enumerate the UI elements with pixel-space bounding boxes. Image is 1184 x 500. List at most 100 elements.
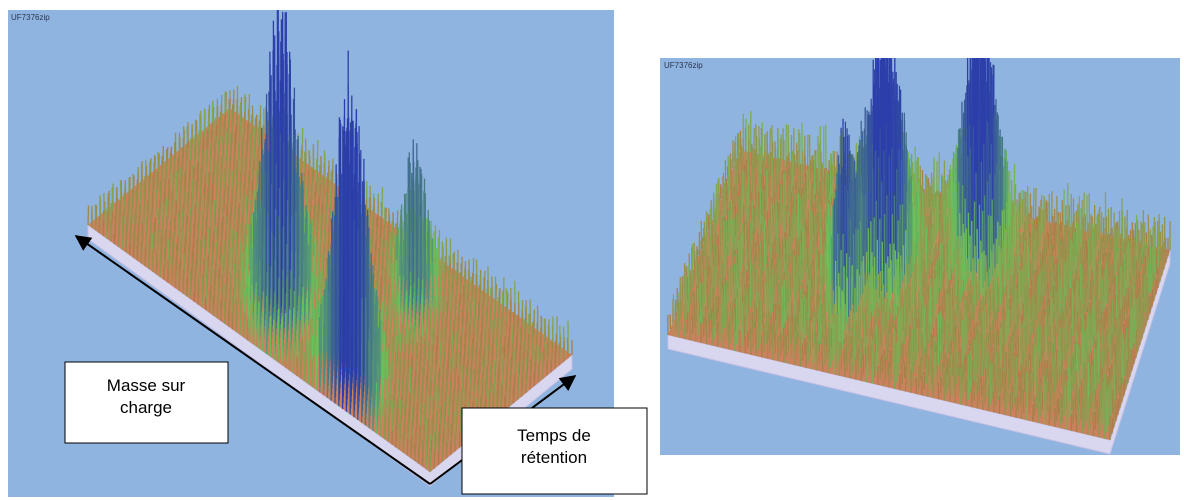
spike [1076,311,1079,338]
spike [989,325,992,351]
spike [702,259,705,290]
spike [769,233,772,272]
spike [989,215,992,283]
spike [1147,293,1150,320]
spike [776,211,778,254]
spike [1028,212,1030,238]
spike [512,319,515,339]
spike [913,206,916,265]
spike [1112,231,1115,265]
spike [971,286,974,320]
spike [713,192,715,232]
spike [802,258,805,294]
spike [1050,334,1052,365]
spike [1126,247,1129,295]
spike [910,278,913,326]
spike [954,275,956,302]
spike [308,151,311,179]
spike [1051,290,1054,325]
spike [476,383,479,410]
spike [1030,297,1033,320]
spike [957,289,960,323]
spike [1114,305,1116,333]
spike [1013,202,1016,248]
spike [727,219,729,242]
spike [749,175,751,200]
spike [719,211,722,247]
spike [974,59,976,259]
spike [778,215,781,247]
spike [398,422,401,451]
spike [991,199,994,277]
spike [1157,226,1160,268]
spike [1034,187,1037,219]
spike [1148,244,1151,280]
spike [985,255,987,296]
spike [787,189,790,223]
spike [139,181,142,212]
spike [1164,237,1167,263]
spike [919,192,921,233]
spike [1067,283,1069,315]
spike [125,233,128,253]
spike [986,271,989,310]
spike [1004,239,1006,293]
spike [491,336,494,356]
spike [949,286,952,315]
spike [1138,270,1141,291]
spike [823,244,826,285]
spike [961,246,964,297]
spike [1018,211,1021,249]
spike [1141,306,1144,339]
spike [87,205,90,226]
spike [859,221,862,300]
spike [1056,266,1059,292]
spike [998,285,1001,326]
spike [1085,326,1088,367]
spike [946,187,949,239]
spike [983,195,986,282]
spike [280,323,283,366]
spike [470,289,473,315]
spike [1079,298,1082,331]
spike [954,215,956,268]
spike [735,253,738,298]
spike [1028,236,1031,272]
spike [784,171,787,215]
spike [1121,210,1124,253]
spike [1029,297,1031,340]
spike [1022,320,1025,359]
spike [914,188,916,232]
spike [1103,268,1106,310]
spike [1132,284,1135,330]
surface-left [87,10,573,487]
spike [780,252,783,288]
spike [1083,237,1086,265]
spike [160,167,163,195]
spike [915,297,918,327]
spike [196,179,199,194]
spike [768,219,771,258]
spike [862,255,865,308]
spike [1104,228,1106,256]
spike [986,301,989,344]
spike [747,176,750,220]
spike [1121,305,1124,328]
spike [939,244,942,292]
spike [786,156,788,182]
spike [1080,339,1082,366]
spike [1048,250,1051,283]
spike [787,234,790,270]
spike [944,245,947,293]
spike [1123,338,1126,376]
spike [808,164,811,214]
spike [459,293,462,307]
spike [1031,245,1034,280]
spike [458,432,461,448]
spike [942,306,945,333]
spike [1069,288,1072,309]
spike [1078,196,1081,243]
